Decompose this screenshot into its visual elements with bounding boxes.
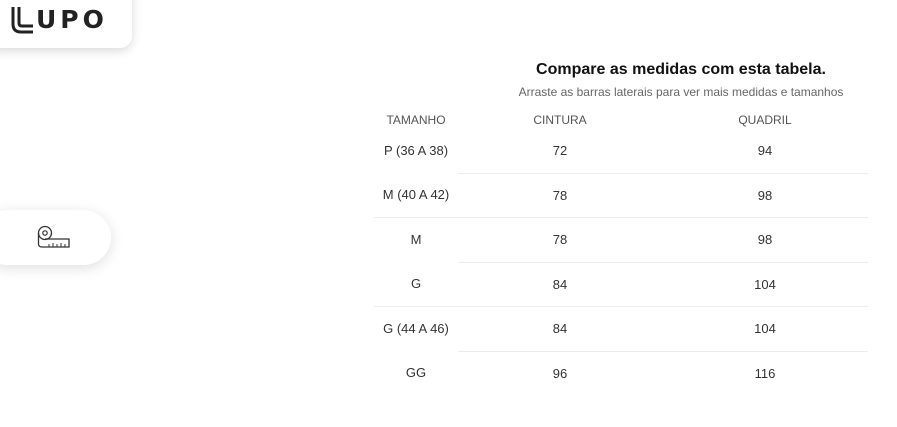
table-cell-waist: 84: [552, 277, 568, 292]
tape-measure-icon: [37, 225, 70, 248]
row-divider: [374, 306, 868, 307]
column-header-hip: QUADRIL: [738, 113, 792, 127]
column-header-size: TAMANHO: [386, 113, 446, 127]
table-cell-waist: 96: [552, 366, 568, 381]
row-divider: [374, 217, 868, 218]
logo-text: UPO: [36, 5, 108, 34]
table-row-size: GG: [405, 365, 427, 380]
size-table-subtitle: Arraste as barras laterais para ver mais…: [518, 85, 844, 99]
table-cell-hip: 104: [754, 321, 776, 336]
table-cell-hip: 98: [757, 232, 773, 247]
lupo-logo-icon: [11, 7, 33, 34]
table-row-size: M: [410, 232, 422, 247]
table-cell-waist: 72: [552, 143, 568, 158]
table-cell-waist: 78: [552, 232, 568, 247]
table-cell-hip: 104: [754, 277, 776, 292]
measure-guide-button[interactable]: [0, 210, 111, 265]
row-divider: [458, 173, 868, 174]
table-cell-hip: 98: [757, 188, 773, 203]
table-cell-waist: 78: [552, 188, 568, 203]
row-divider: [458, 262, 868, 263]
row-divider: [458, 351, 868, 352]
table-cell-hip: 116: [754, 366, 776, 381]
table-row-size: G: [410, 276, 422, 291]
brand-logo[interactable]: UPO: [10, 6, 108, 34]
size-table-title: Compare as medidas com esta tabela.: [536, 61, 826, 78]
table-row-size: G (44 A 46): [383, 321, 449, 336]
logo-card[interactable]: UPO: [0, 0, 132, 48]
table-cell-waist: 84: [552, 321, 568, 336]
table-row-size: P (36 A 38): [383, 143, 449, 158]
column-header-waist: CINTURA: [533, 113, 587, 127]
table-row-size: M (40 A 42): [382, 187, 450, 202]
table-cell-hip: 94: [757, 143, 773, 158]
